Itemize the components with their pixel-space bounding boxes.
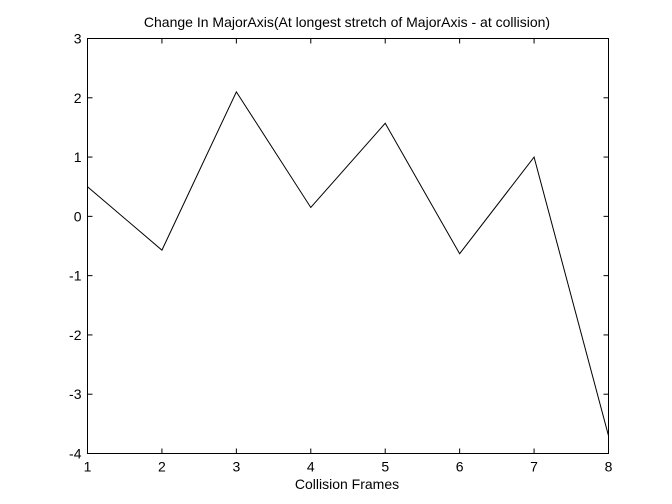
y-tick-label: 3 (74, 31, 82, 47)
chart-title: Change In MajorAxis(At longest stretch o… (144, 14, 550, 30)
x-tick-label: 1 (84, 459, 92, 475)
y-tick-label: -2 (69, 327, 82, 343)
y-tick-label: 1 (74, 149, 82, 165)
x-axis-label: Collision Frames (295, 476, 399, 492)
x-tick-label: 3 (232, 459, 240, 475)
x-tick-label: 7 (530, 459, 538, 475)
x-tick-label: 8 (605, 459, 613, 475)
y-tick-label: -3 (69, 386, 82, 402)
y-tick-labels: -4 -3 -2 -1 0 1 2 3 (69, 31, 82, 462)
x-tick-label: 2 (158, 459, 166, 475)
y-tick-label: -4 (69, 446, 82, 462)
series-line (87, 90, 609, 436)
x-tick-labels: 1 2 3 4 5 6 7 8 (84, 459, 613, 475)
series-layer (87, 90, 609, 436)
y-tick-label: 0 (74, 208, 82, 224)
x-tick-label: 6 (456, 459, 464, 475)
x-tick-label: 5 (381, 459, 389, 475)
plot-area-frame (87, 38, 609, 454)
y-tick-label: 2 (74, 90, 82, 106)
y-tick-label: -1 (69, 268, 82, 284)
x-tick-label: 4 (307, 459, 315, 475)
